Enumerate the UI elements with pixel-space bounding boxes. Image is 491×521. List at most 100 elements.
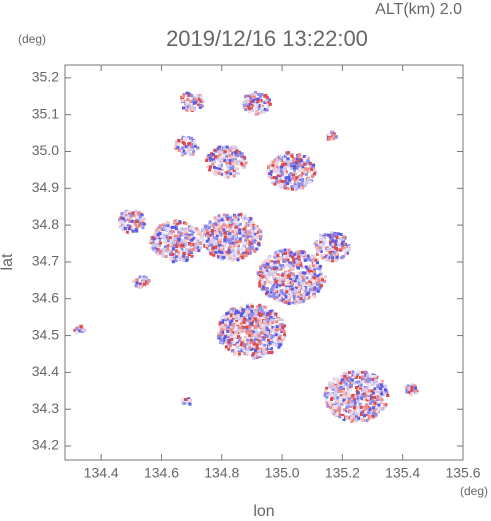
echo-speck bbox=[203, 227, 207, 231]
echo-speck bbox=[265, 324, 269, 328]
echo-speck bbox=[342, 398, 346, 402]
echo-speck bbox=[345, 394, 349, 398]
echo-speck bbox=[254, 329, 258, 333]
echo-speck bbox=[335, 406, 339, 410]
echo-speck bbox=[379, 400, 383, 404]
echo-speck bbox=[196, 232, 200, 236]
echo-speck bbox=[250, 316, 254, 320]
echo-speck bbox=[292, 258, 296, 262]
echo-speck bbox=[131, 211, 135, 215]
echo-speck bbox=[288, 287, 291, 291]
echo-speck bbox=[265, 309, 268, 313]
echo-speck bbox=[163, 226, 167, 230]
echo-speck bbox=[218, 336, 222, 340]
echo-speck bbox=[161, 223, 165, 227]
echo-speck bbox=[280, 183, 284, 187]
echo-speck bbox=[282, 175, 286, 179]
echo-speck bbox=[161, 248, 165, 252]
echo-speck bbox=[172, 260, 175, 264]
echo-speck bbox=[75, 330, 79, 334]
echo-speck bbox=[370, 396, 374, 400]
echo-speck bbox=[325, 256, 329, 260]
echo-speck bbox=[336, 402, 340, 406]
echo-speck bbox=[276, 251, 280, 255]
echo-speck bbox=[331, 386, 335, 390]
echo-speck bbox=[256, 318, 260, 322]
echo-speck bbox=[342, 418, 346, 422]
echo-speck bbox=[336, 386, 340, 390]
echo-speck bbox=[230, 253, 234, 257]
echo-speck bbox=[271, 321, 275, 325]
echo-speck bbox=[314, 258, 318, 262]
echo-speck bbox=[290, 287, 294, 291]
echo-speck bbox=[325, 401, 329, 405]
echo-speck bbox=[168, 227, 172, 231]
echo-speck bbox=[309, 180, 313, 184]
echo-speck bbox=[226, 150, 230, 154]
echo-speck bbox=[241, 308, 245, 312]
echo-speck bbox=[235, 167, 239, 171]
echo-speck bbox=[214, 226, 218, 230]
echo-speck bbox=[376, 397, 380, 401]
echo-speck bbox=[294, 283, 298, 287]
echo-speck bbox=[364, 387, 368, 391]
y-tick-label: 34.5 bbox=[32, 326, 59, 342]
echo-speck bbox=[267, 259, 271, 263]
echo-speck bbox=[135, 225, 139, 229]
echo-speck bbox=[362, 405, 366, 409]
echo-speck bbox=[158, 232, 162, 236]
echo-speck bbox=[384, 391, 387, 395]
echo-speck bbox=[281, 163, 285, 167]
echo-speck bbox=[411, 383, 415, 387]
echo-speck bbox=[291, 301, 295, 305]
echo-speck bbox=[305, 258, 309, 262]
y-tick-label: 34.9 bbox=[32, 179, 59, 195]
echo-speck bbox=[231, 230, 235, 234]
echo-speck bbox=[240, 252, 244, 256]
echo-speck bbox=[185, 228, 189, 232]
echo-speck bbox=[259, 341, 263, 345]
echo-speck bbox=[357, 369, 360, 373]
echo-speck bbox=[277, 280, 281, 284]
echo-speck bbox=[367, 417, 371, 421]
echo-speck bbox=[193, 142, 197, 146]
echo-speck bbox=[318, 246, 322, 250]
echo-speck bbox=[257, 349, 261, 353]
x-tick-label: 134.6 bbox=[144, 465, 179, 481]
echo-speck bbox=[273, 289, 277, 292]
echo-speck bbox=[196, 95, 200, 99]
echo-speck bbox=[330, 244, 334, 248]
echo-speck bbox=[270, 294, 274, 298]
echo-speck bbox=[247, 107, 251, 111]
echo-speck bbox=[228, 159, 232, 163]
echo-speck bbox=[125, 230, 129, 234]
echo-speck bbox=[230, 319, 234, 323]
echo-speck bbox=[255, 335, 259, 339]
y-tick-label: 35.2 bbox=[32, 69, 59, 85]
echo-speck bbox=[362, 389, 366, 393]
echo-speck bbox=[276, 253, 280, 257]
echo-speck bbox=[374, 379, 378, 383]
echo-speck bbox=[226, 317, 230, 321]
echo-speck bbox=[182, 149, 186, 153]
echo-speck bbox=[188, 238, 192, 242]
echo-speck bbox=[234, 326, 238, 330]
echo-speck bbox=[342, 246, 346, 250]
echo-speck bbox=[276, 276, 280, 280]
echo-speck bbox=[325, 386, 329, 390]
echo-speck bbox=[254, 326, 258, 329]
echo-speck bbox=[344, 382, 348, 386]
echo-speck bbox=[208, 168, 212, 172]
echo-speck bbox=[192, 236, 196, 240]
echo-speck bbox=[259, 99, 263, 103]
echo-speck bbox=[262, 320, 266, 324]
echo-speck bbox=[251, 92, 255, 96]
echo-speck bbox=[248, 325, 252, 329]
echo-speck bbox=[232, 325, 235, 329]
echo-speck bbox=[221, 223, 225, 227]
echo-speck bbox=[240, 341, 244, 345]
echo-speck bbox=[217, 216, 221, 220]
echo-speck bbox=[271, 343, 275, 347]
echo-speck bbox=[295, 176, 299, 180]
